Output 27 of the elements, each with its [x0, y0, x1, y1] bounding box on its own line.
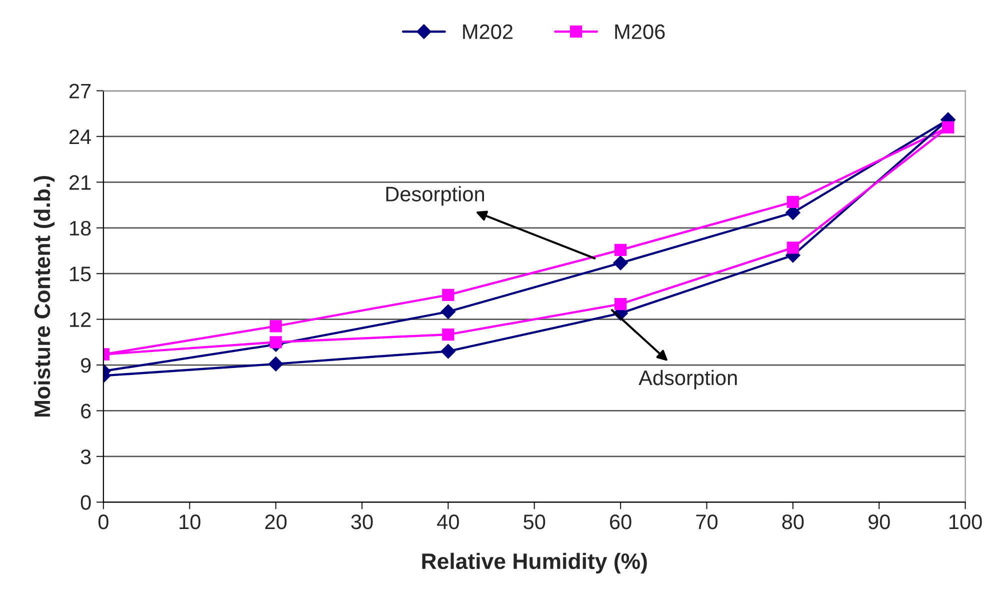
x-tick-label: 80: [782, 514, 804, 530]
x-tick-label: 70: [696, 514, 718, 530]
x-tick-label: 60: [610, 514, 632, 530]
x-tick-label: 10: [180, 514, 200, 530]
x-axis-title: Relative Humidity (%): [422, 552, 647, 574]
y-axis-title: Moisture Content (d.b.): [34, 176, 55, 417]
x-tick-label: 40: [437, 514, 459, 530]
y-tick-label: 15: [70, 266, 91, 282]
y-tick-label: 21: [69, 175, 91, 190]
y-tick-label: 0: [80, 495, 91, 510]
y-tick-label: 18: [70, 220, 91, 236]
x-tick-label: 20: [265, 514, 287, 530]
legend-label: M202: [463, 24, 512, 40]
x-tick-label: 0: [98, 514, 108, 530]
y-tick-label: 9: [81, 358, 91, 373]
legend-label: M206: [615, 24, 665, 40]
annotation: Adsorption: [638, 370, 737, 390]
annotation: Desorption: [386, 186, 484, 206]
y-tick-label: 3: [80, 449, 91, 464]
x-tick-label: 50: [524, 514, 546, 530]
x-tick-label: 30: [351, 514, 373, 530]
y-tick-label: 24: [69, 129, 92, 144]
y-tick-label: 12: [70, 312, 91, 327]
y-tick-label: 27: [69, 84, 91, 98]
x-tick-label: 90: [868, 514, 890, 530]
y-tick-label: 6: [81, 404, 91, 418]
x-tick-label: 100: [950, 514, 982, 530]
